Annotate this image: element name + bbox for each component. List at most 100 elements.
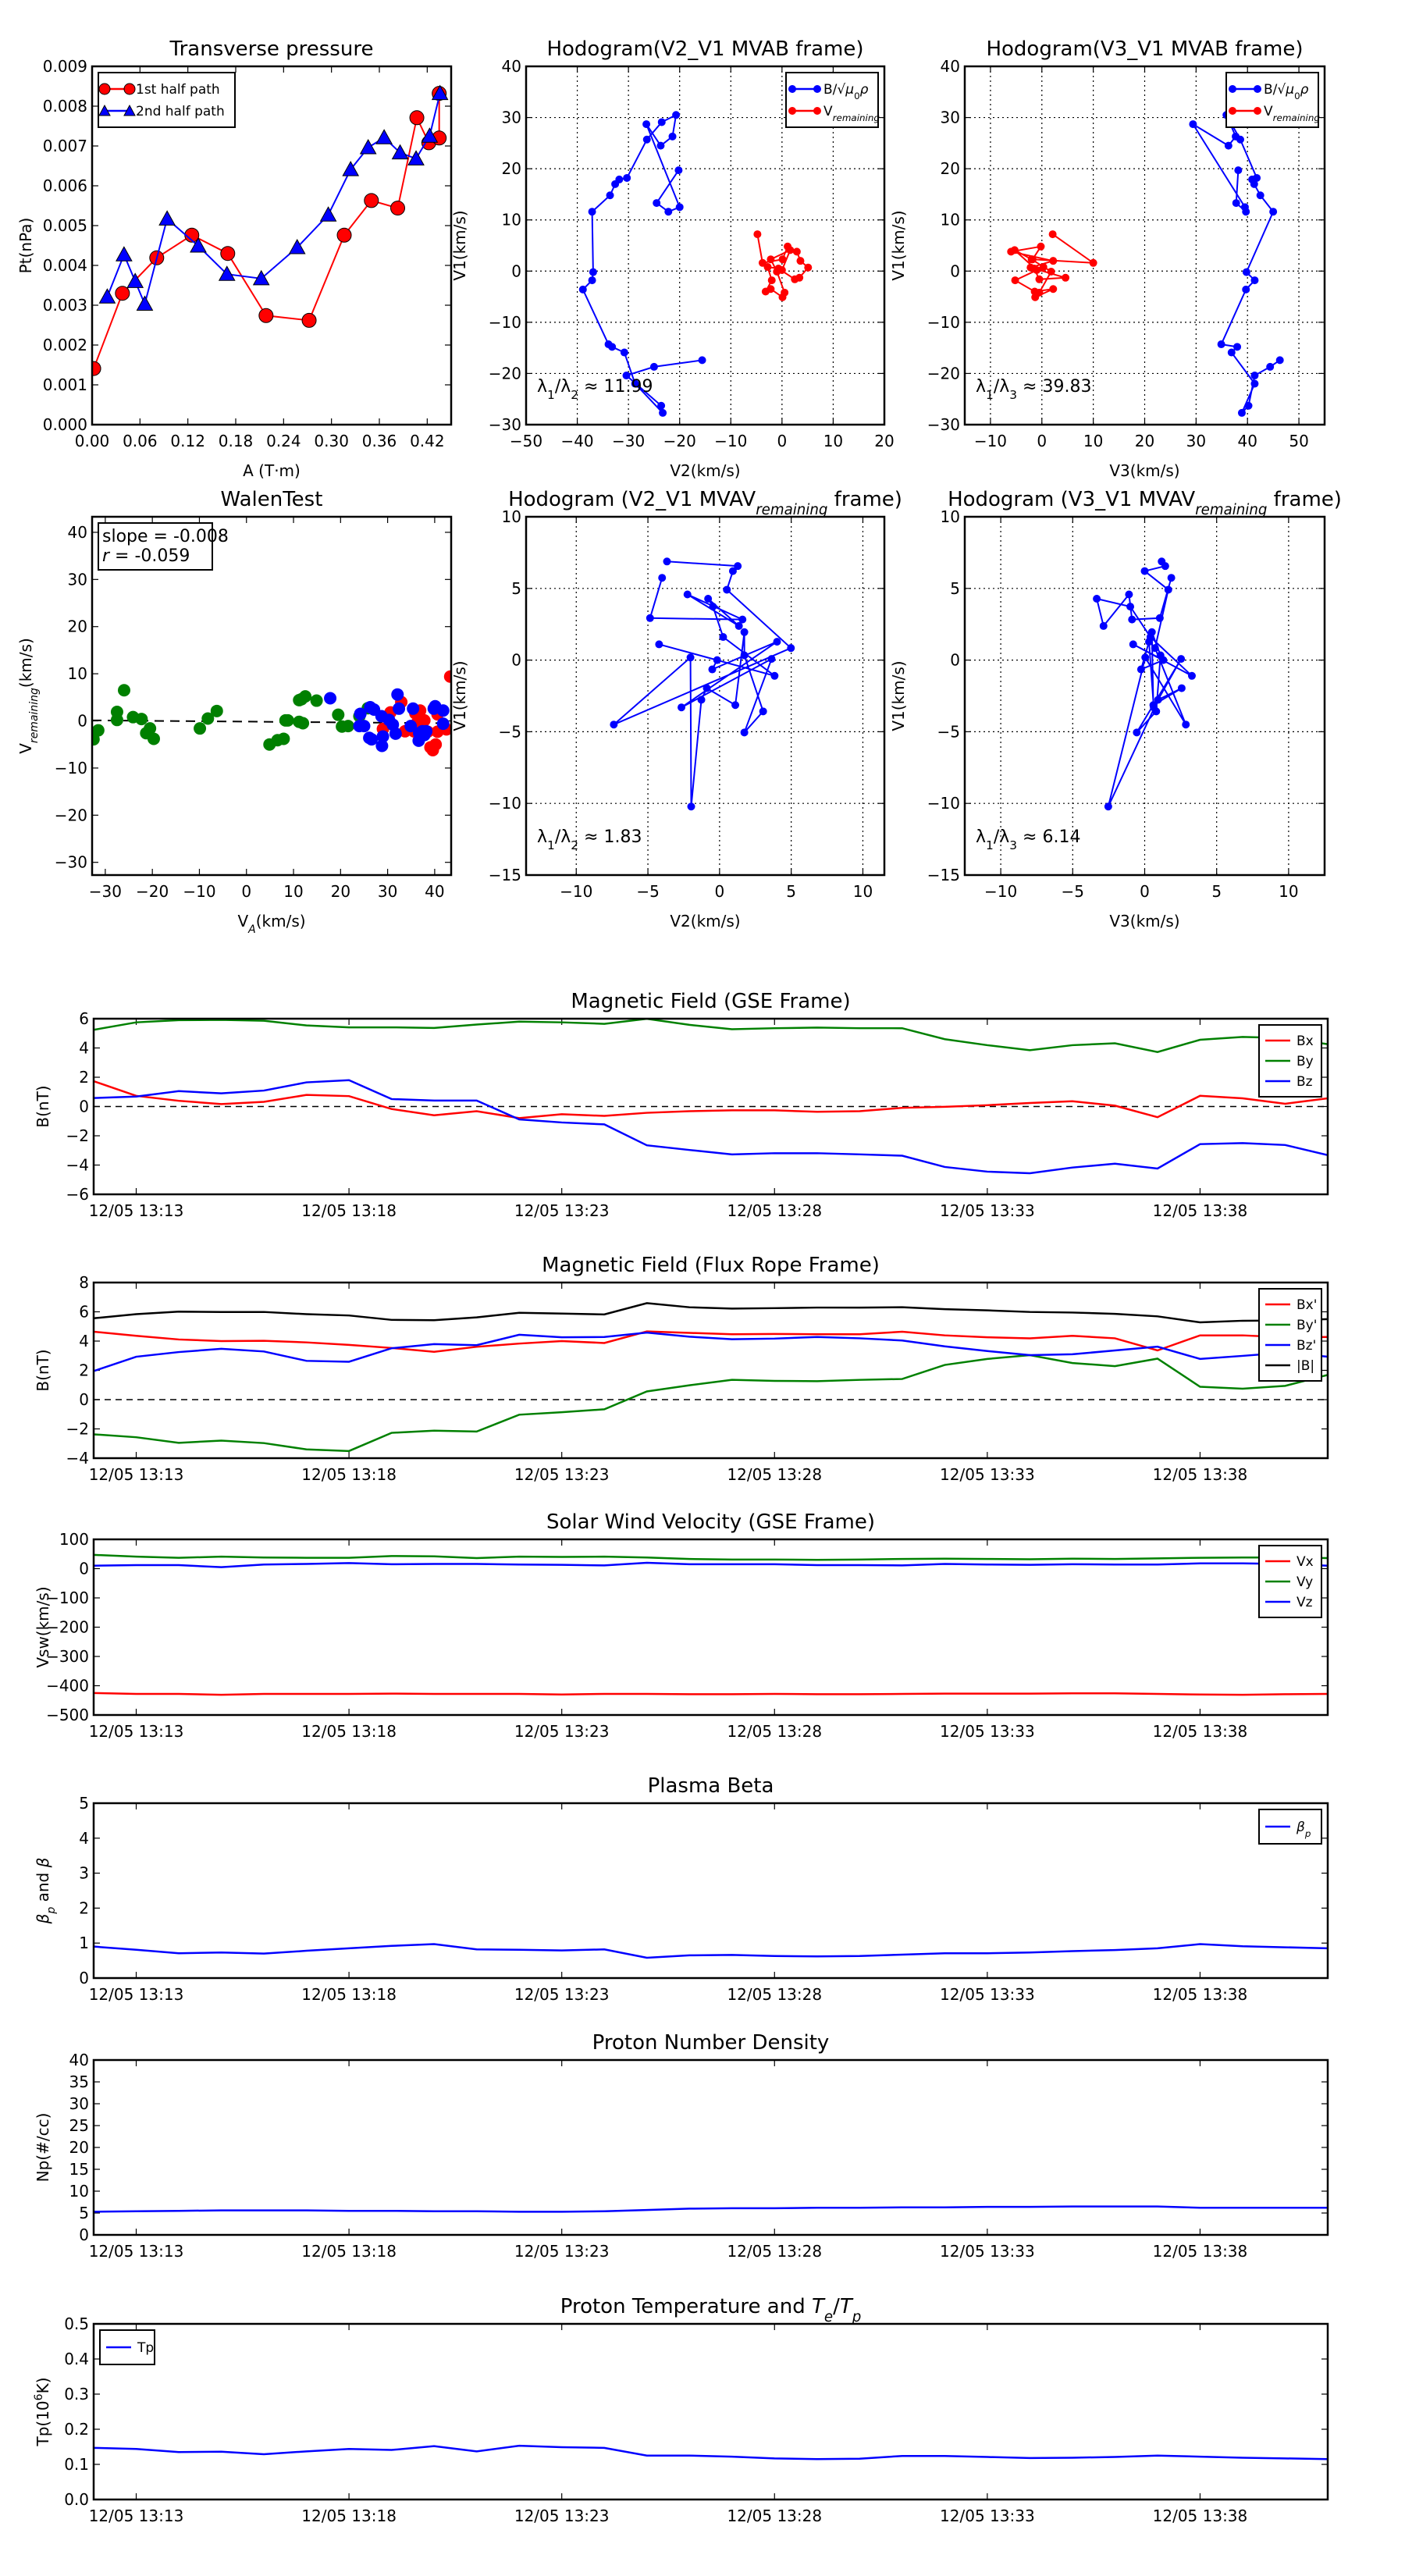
data-point (1010, 246, 1019, 254)
chart-title-part: T (812, 2295, 826, 2318)
x-tick-label: 12/05 13:23 (514, 1722, 610, 1741)
y-tick-label: −30 (927, 415, 960, 434)
chart-title-part: remaining (756, 502, 827, 518)
x-tick-label: 12/05 13:18 (301, 1465, 397, 1484)
data-point (393, 702, 406, 715)
data-point (728, 567, 737, 575)
chart-title-part: / (833, 2295, 840, 2318)
data-point (407, 702, 420, 715)
lambda-ratio-annotation-part: ≈ 6.14 (1017, 827, 1080, 847)
y-tick-label: 30 (941, 109, 960, 127)
data-point (655, 640, 663, 649)
y-tick-label: 0.002 (43, 336, 87, 354)
data-point (297, 717, 310, 730)
legend-marker (813, 85, 821, 93)
data-point (420, 724, 433, 738)
plasma-beta-panel: Plasma Beta 12/05 13:13 12/05 13:18 12/05 1… (34, 1774, 1329, 2004)
series-line (94, 1302, 1328, 1324)
x-tick-label: 12/05 13:13 (89, 1465, 184, 1484)
x-tick-label: 12/05 13:28 (727, 2242, 822, 2261)
x-axis-label-part: V2(km/s) (670, 912, 740, 930)
data-point (1133, 728, 1141, 737)
y-axis-label: V1(km/s) (450, 660, 469, 731)
data-point (1104, 802, 1112, 811)
series-line (94, 1354, 1328, 1453)
data-point-triangle (116, 246, 133, 262)
data-point (698, 356, 706, 365)
x-tick-label: 12/05 13:33 (940, 1722, 1035, 1741)
y-tick-label: 30 (502, 109, 521, 127)
legend-marker (98, 83, 111, 95)
y-tick-label: −30 (55, 853, 87, 872)
series-line (94, 2205, 1328, 2213)
plot-area (94, 1943, 1328, 1959)
data-point (608, 343, 617, 351)
data-point (1242, 268, 1250, 276)
y-axis-label: B(nT) (34, 1349, 52, 1391)
data-point (631, 379, 639, 388)
data-point (1047, 267, 1055, 276)
y-tick-label: −300 (46, 1647, 89, 1666)
lambda-ratio-annotation-part: 1 (986, 838, 994, 852)
data-point (1250, 276, 1259, 285)
legend-label-part: Bz (1297, 1074, 1313, 1090)
y-tick-label: 8 (79, 1273, 89, 1292)
legend-frame (98, 72, 236, 128)
legend-entry: B/√μ0ρ (788, 82, 869, 101)
hodogram-v3-v1-mvab-panel: Hodogram(V3_V1 MVAB frame)−10 0 10 20 30 40 50… (889, 37, 1326, 480)
legend-entry: |B| (1265, 1358, 1314, 1374)
y-axis-label-part: V (16, 743, 35, 754)
data-point (429, 738, 443, 751)
legend-marker (1254, 107, 1261, 115)
legend-label: B/√μ0ρ (1264, 82, 1309, 101)
solar-wind-velocity-panel: Solar Wind Velocity (GSE Frame) 12/05 13:… (34, 1510, 1329, 1741)
data-point (117, 684, 130, 697)
data-point (1217, 340, 1225, 349)
y-tick-label: 0.3 (64, 2385, 89, 2403)
chart-title: Hodogram (V3_V1 MVAVremaining frame) (948, 488, 1342, 518)
axes-frame (525, 515, 886, 877)
chart-title-part: frame) (1267, 488, 1342, 511)
data-point (663, 557, 671, 566)
data-point (1242, 285, 1250, 294)
data-point (375, 739, 389, 753)
data-point (1240, 203, 1249, 212)
y-axis-label-part: and (34, 1867, 52, 1906)
data-point (606, 191, 614, 200)
legend-marker (123, 104, 136, 116)
y-tick-label: 0.2 (64, 2420, 89, 2439)
lambda-ratio-annotation-part: /λ (555, 827, 571, 847)
y-tick-label: −10 (927, 794, 960, 813)
y-tick-label: 15 (69, 2160, 89, 2179)
magnetic-field-flux-rope-panel: Magnetic Field (Flux Rope Frame) 12/05 13… (34, 1254, 1329, 1484)
data-point-triangle (391, 144, 409, 160)
y-tick-label: 5 (79, 1794, 89, 1813)
data-point (436, 704, 450, 717)
x-tick-label: 0 (1037, 432, 1047, 450)
legend-entry: Bz (1265, 1074, 1313, 1090)
legend-label-part: μ (1285, 82, 1294, 98)
legend-frame (785, 72, 879, 128)
legend-entry: 1st half path (98, 82, 220, 98)
data-point (1128, 615, 1136, 624)
lambda-ratio-annotation-part: 2 (571, 388, 578, 402)
x-tick-label: 12/05 13:18 (301, 2242, 397, 2261)
data-point-triangle (342, 161, 360, 176)
y-tick-label: 5 (511, 579, 521, 598)
data-point (1187, 671, 1196, 680)
data-point (675, 203, 684, 212)
data-point (391, 688, 404, 701)
legend-entry: B/√μ0ρ (1229, 82, 1309, 101)
legend-label: 1st half path (136, 82, 220, 98)
y-tick-label: −200 (46, 1618, 89, 1637)
data-point (281, 713, 294, 727)
y-axis-label: V1(km/s) (889, 660, 908, 731)
lambda-ratio-annotation-part: λ (537, 827, 547, 847)
x-tick-label: 0.42 (410, 432, 445, 450)
data-point (658, 574, 667, 582)
legend-label: Vx (1297, 1554, 1314, 1570)
data-point (1150, 703, 1158, 712)
legend-label: Vremaining (823, 104, 880, 123)
y-tick-label: 0.009 (43, 57, 87, 76)
chart-title-part: p (852, 2309, 862, 2325)
